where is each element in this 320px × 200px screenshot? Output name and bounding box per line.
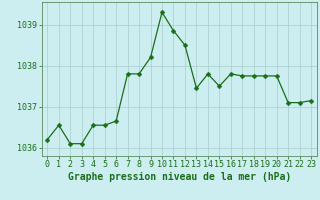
X-axis label: Graphe pression niveau de la mer (hPa): Graphe pression niveau de la mer (hPa) bbox=[68, 172, 291, 182]
